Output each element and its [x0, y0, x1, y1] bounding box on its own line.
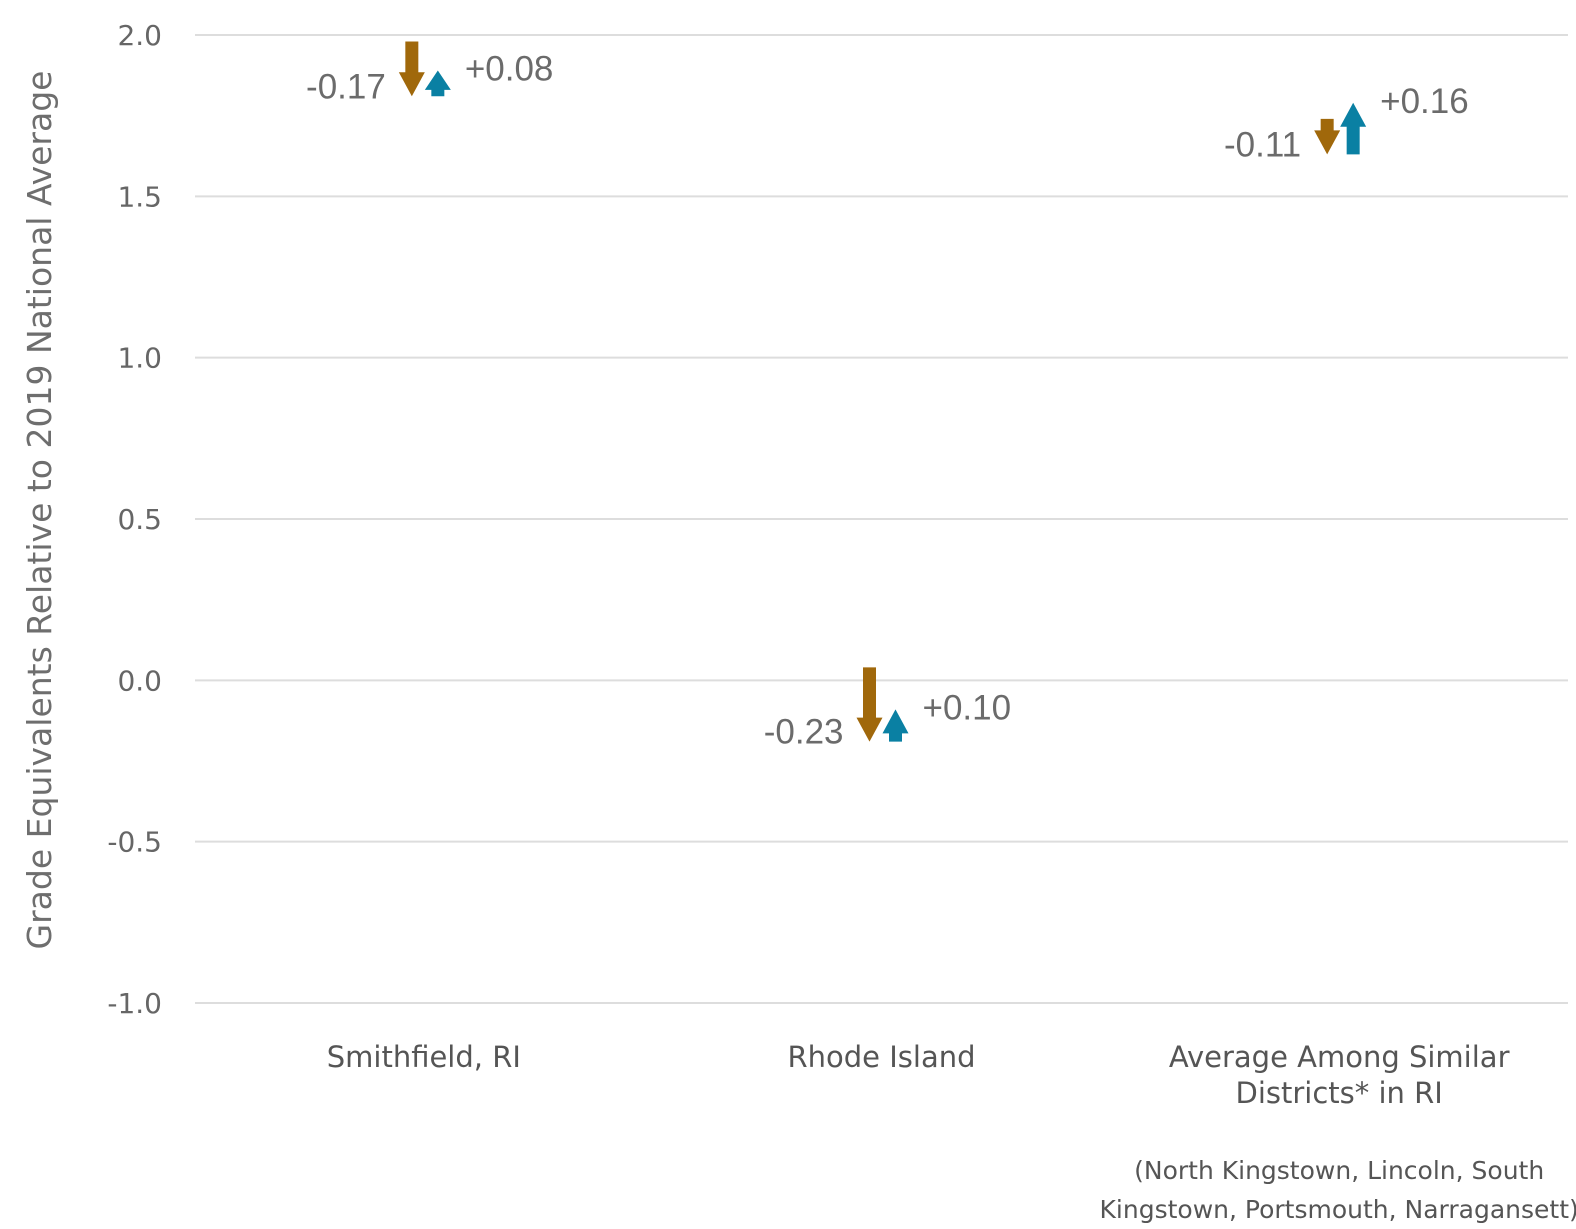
decline-arrow — [398, 41, 425, 97]
y-tick-label: -1.0 — [107, 987, 162, 1020]
decline-arrow — [856, 667, 883, 742]
category-label: Districts* in RI — [1235, 1076, 1442, 1110]
y-tick-label: -0.5 — [107, 826, 162, 859]
arrow-marks: -0.17 +0.08 -0.23 +0.10 -0.11 +0.16 — [306, 41, 1469, 752]
footnote-line: Kingstown, Portsmouth, Narragansett) — [1100, 1195, 1576, 1224]
decline-value-label: -0.11 — [1224, 125, 1301, 164]
footnote-line: (North Kingstown, Lincoln, South — [1134, 1156, 1544, 1185]
recovery-value-label: +0.16 — [1380, 82, 1469, 121]
decline-value-label: -0.23 — [764, 713, 844, 752]
y-tick-label: 1.5 — [117, 180, 162, 213]
gridlines — [195, 34, 1568, 1004]
y-tick-label: 1.0 — [117, 342, 162, 375]
category-label: Rhode Island — [787, 1040, 975, 1074]
decline-arrow — [1314, 118, 1341, 155]
recovery-value-label: +0.10 — [923, 688, 1012, 727]
recovery-value-label: +0.08 — [465, 49, 554, 88]
category-label: Average Among Similar — [1169, 1040, 1510, 1074]
y-tick-label: 0.5 — [117, 503, 162, 536]
y-tick-label: 0.0 — [117, 664, 162, 697]
footnote: (North Kingstown, Lincoln, South Kingstow… — [1100, 1156, 1576, 1224]
recovery-arrow — [424, 70, 451, 97]
y-tick-label: 2.0 — [117, 19, 162, 52]
decline-value-label: -0.17 — [306, 67, 386, 106]
recovery-arrow — [882, 709, 909, 742]
recovery-arrow — [1340, 102, 1367, 155]
y-tick-labels: 2.0 1.5 1.0 0.5 0.0 -0.5 -1.0 — [107, 19, 162, 1020]
category-labels: Smithfield, RI Rhode Island Average Among … — [327, 1040, 1510, 1110]
category-label: Smithfield, RI — [327, 1040, 521, 1074]
y-axis-label: Grade Equivalents Relative to 2019 Natio… — [20, 71, 59, 950]
